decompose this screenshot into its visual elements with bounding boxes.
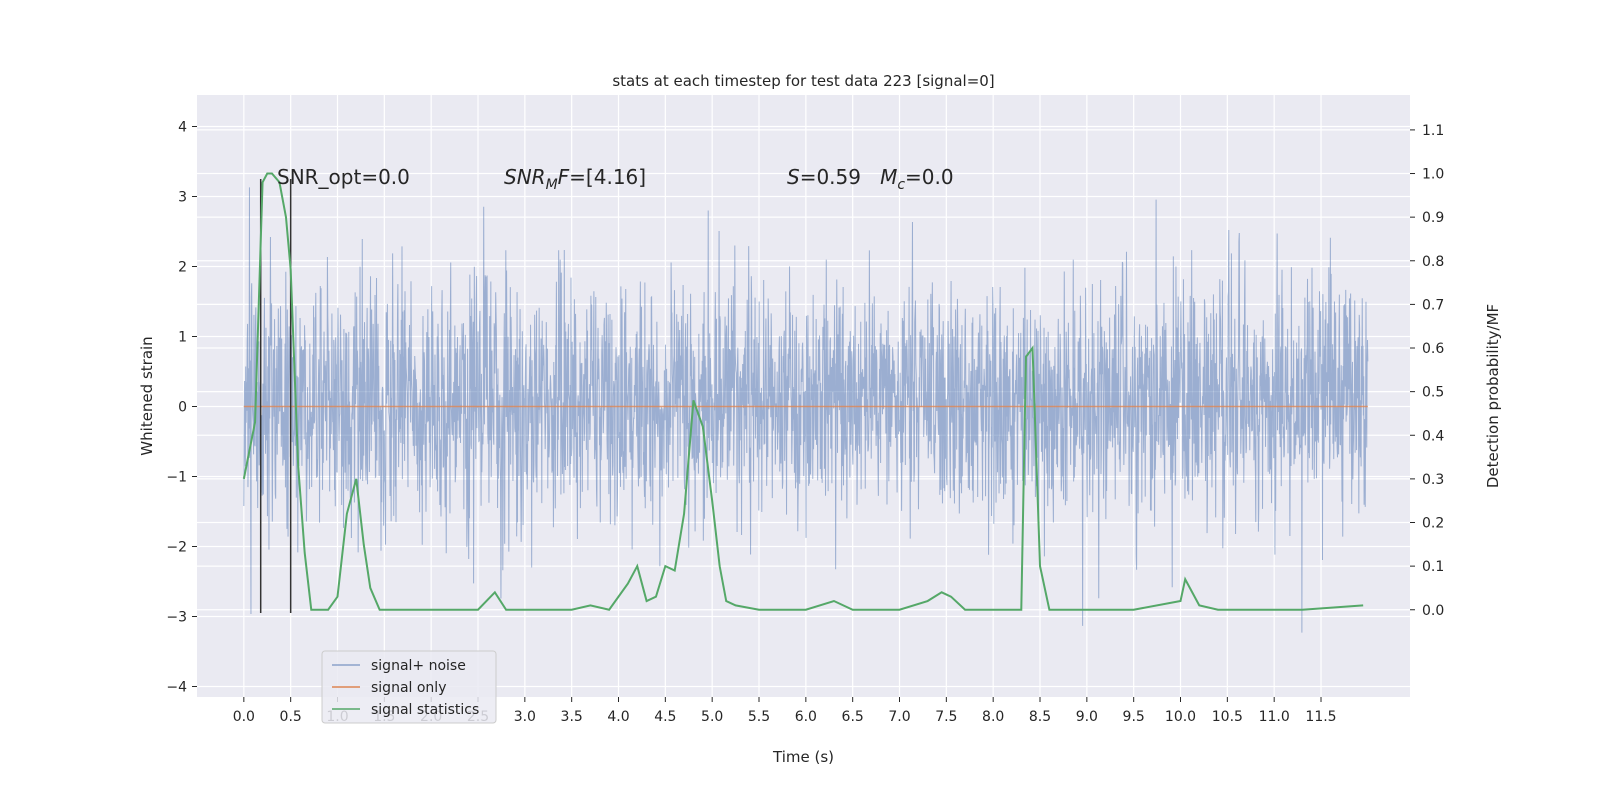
y-tick-label-right: 0.8 xyxy=(1422,254,1444,270)
y-tick-label-right: 1.1 xyxy=(1422,123,1444,139)
legend-label-signal-only: signal only xyxy=(371,680,446,696)
chart-title: stats at each timestep for test data 223… xyxy=(612,72,994,90)
annotation-snr-mf: SNRMF=[4.16] xyxy=(504,165,646,193)
signal-noise-line xyxy=(243,187,1369,633)
y-tick-label-left: 0 xyxy=(178,400,187,416)
snr-mf-base: SNR xyxy=(504,165,546,189)
y-tick-label-left: −2 xyxy=(166,540,187,556)
snr-mf-value: =[4.16] xyxy=(569,165,646,189)
x-tick-label: 9.5 xyxy=(1123,709,1145,725)
x-tick-label: 10.0 xyxy=(1165,709,1196,725)
y-tick-label-right: 0.3 xyxy=(1422,472,1444,488)
stat-value: =0.59 xyxy=(800,165,880,189)
x-axis-title: Time (s) xyxy=(772,748,834,766)
series-signal-noise xyxy=(243,187,1369,633)
x-tick-label: 8.5 xyxy=(1029,709,1051,725)
annotation-snr-opt: SNR_opt=0.0 xyxy=(277,165,410,189)
x-tick-label: 8.0 xyxy=(982,709,1004,725)
y-tick-label-left: 4 xyxy=(178,120,187,136)
x-tick-label: 4.0 xyxy=(607,709,629,725)
snr-mf-tail: F xyxy=(558,165,570,189)
stat-symbol: S xyxy=(787,165,800,189)
x-tick-label: 5.0 xyxy=(701,709,723,725)
y-tick-label-right: 1.0 xyxy=(1422,167,1444,183)
x-tick-label: 3.5 xyxy=(561,709,583,725)
series-signal-statistics xyxy=(242,172,1364,611)
x-tick-label: 9.0 xyxy=(1076,709,1098,725)
y-tick-label-right: 0.5 xyxy=(1422,385,1444,401)
y-tick-label-right: 0.2 xyxy=(1422,516,1444,532)
mc-symbol: M xyxy=(880,165,897,189)
x-tick-label: 11.5 xyxy=(1305,709,1336,725)
y-axis-title-right: Detection probability/MF xyxy=(1484,304,1502,488)
y-tick-label-left: −1 xyxy=(166,470,187,486)
y-axis-title-left: Whitened strain xyxy=(138,336,156,455)
x-tick-label: 3.0 xyxy=(514,709,536,725)
y-tick-label-right: 0.9 xyxy=(1422,210,1444,226)
y-tick-label-left: −4 xyxy=(166,680,187,696)
y-tick-label-left: −3 xyxy=(166,610,187,626)
x-tick-label: 10.5 xyxy=(1212,709,1243,725)
y-tick-label-left: 1 xyxy=(178,330,187,346)
mc-sub: c xyxy=(897,177,905,193)
y-tick-label-left: 3 xyxy=(178,190,187,206)
x-tick-label: 11.0 xyxy=(1259,709,1290,725)
legend-label-signal-noise: signal+ noise xyxy=(371,658,466,674)
snr-mf-sub: M xyxy=(546,177,558,193)
legend: signal+ noise signal only signal statist… xyxy=(321,650,497,724)
x-tick-label: 0.0 xyxy=(233,709,255,725)
x-tick-label: 0.5 xyxy=(280,709,302,725)
y-tick-label-right: 0.1 xyxy=(1422,559,1444,575)
x-tick-label: 6.0 xyxy=(795,709,817,725)
y-tick-label-right: 0.4 xyxy=(1422,428,1444,444)
mc-value: =0.0 xyxy=(905,165,954,189)
y-tick-label-right: 0.6 xyxy=(1422,341,1444,357)
y-tick-label-right: 0.0 xyxy=(1422,603,1444,619)
y-tick-label-right: 0.7 xyxy=(1422,297,1444,313)
signal-statistics-line xyxy=(242,172,1364,611)
x-tick-label: 6.5 xyxy=(842,709,864,725)
x-tick-label: 4.5 xyxy=(654,709,676,725)
legend-label-signal-statistics: signal statistics xyxy=(371,702,479,718)
x-tick-label: 5.5 xyxy=(748,709,770,725)
x-tick-label: 7.0 xyxy=(888,709,910,725)
legend-box xyxy=(321,650,497,724)
y-tick-label-left: 2 xyxy=(178,260,187,276)
x-tick-label: 7.5 xyxy=(935,709,957,725)
annotation-stat-mc: S=0.59 Mc=0.0 xyxy=(787,165,954,193)
